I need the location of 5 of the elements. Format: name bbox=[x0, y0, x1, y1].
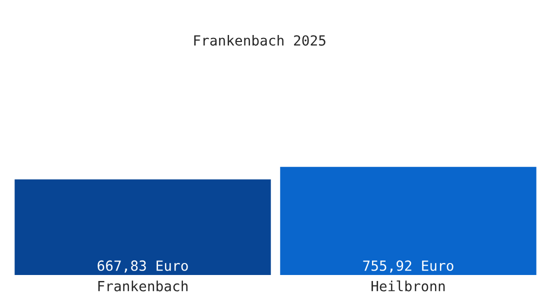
x-tick-label: Frankenbach bbox=[98, 280, 188, 292]
chart-title: Frankenbach 2025 bbox=[194, 34, 326, 46]
data-label: 755,92 Euro bbox=[363, 260, 454, 273]
data-label: 667,83 Euro bbox=[98, 260, 188, 273]
x-tick-label: Heilbronn bbox=[372, 280, 445, 292]
